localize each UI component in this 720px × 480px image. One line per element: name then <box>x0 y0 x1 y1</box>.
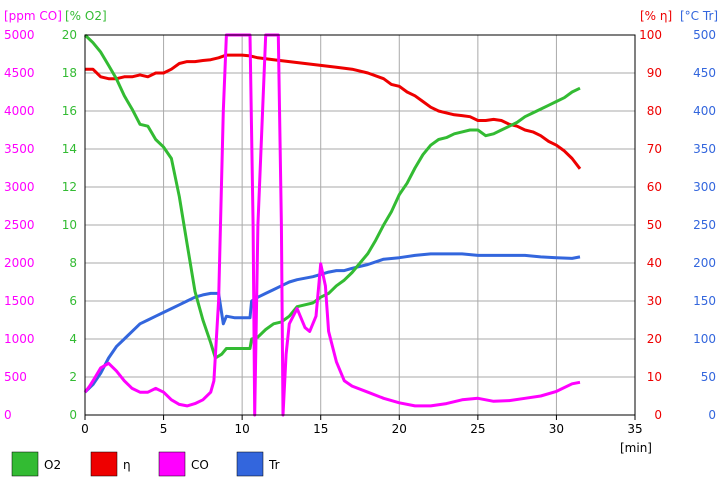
tr-tick-label: 200 <box>693 256 716 270</box>
co-tick-label: 500 <box>4 370 27 384</box>
co-tick-label: 2500 <box>4 218 35 232</box>
co-tick-label: 1500 <box>4 294 35 308</box>
eta-tick-label: 0 <box>654 408 662 422</box>
tr-tick-label: 0 <box>708 408 716 422</box>
tr-tick-label: 250 <box>693 218 716 232</box>
eta-axis-label: [% η] <box>640 9 672 23</box>
co-tick-label: 1000 <box>4 332 35 346</box>
x-tick-label: 15 <box>313 422 328 436</box>
co-tick-label: 4500 <box>4 66 35 80</box>
o2-tick-label: 18 <box>62 66 77 80</box>
o2-axis-label: [% O2] <box>65 9 107 23</box>
x-tick-label: 5 <box>160 422 168 436</box>
legend-label: CO <box>191 458 209 472</box>
x-tick-label: 25 <box>470 422 485 436</box>
series-lines <box>83 33 582 417</box>
legend-swatch <box>90 451 118 477</box>
tr-tick-label: 300 <box>693 180 716 194</box>
legend: O2 η CO Tr <box>11 451 280 477</box>
x-tick-label: 0 <box>81 422 89 436</box>
o2-tick-label: 20 <box>62 28 77 42</box>
eta-tick-label: 30 <box>647 294 662 308</box>
o2-tick-label: 0 <box>69 408 77 422</box>
tr-tick-label: 400 <box>693 104 716 118</box>
tr-tick-label: 50 <box>701 370 716 384</box>
o2-tick-label: 2 <box>69 370 77 384</box>
o2-tick-label: 4 <box>69 332 77 346</box>
legend-item: O2 <box>11 451 61 477</box>
series-line-tr <box>83 252 581 394</box>
legend-swatch <box>158 451 186 477</box>
co-tick-label: 2000 <box>4 256 35 270</box>
o2-tick-label: 16 <box>62 104 77 118</box>
plot-frame <box>84 34 636 416</box>
o2-tick-label: 6 <box>69 294 77 308</box>
eta-tick-label: 80 <box>647 104 662 118</box>
tr-axis-label: [°C Tr] <box>680 9 718 23</box>
legend-label: O2 <box>44 458 61 472</box>
eta-tick-label: 20 <box>647 332 662 346</box>
x-tick-label: 30 <box>549 422 564 436</box>
x-tick-label: 10 <box>235 422 250 436</box>
co-axis-label: [ppm CO] <box>4 9 62 23</box>
grid <box>85 35 635 415</box>
legend-item: η <box>90 451 131 477</box>
eta-tick-label: 10 <box>647 370 662 384</box>
eta-tick-label: 70 <box>647 142 662 156</box>
co-tick-label: 3000 <box>4 180 35 194</box>
tr-tick-label: 150 <box>693 294 716 308</box>
legend-item: Tr <box>236 451 280 477</box>
eta-tick-label: 40 <box>647 256 662 270</box>
o2-tick-label: 8 <box>69 256 77 270</box>
co-tick-label: 5000 <box>4 28 35 42</box>
eta-tick-label: 90 <box>647 66 662 80</box>
x-axis-label: [min] <box>620 441 652 455</box>
tr-tick-label: 350 <box>693 142 716 156</box>
eta-tick-label: 50 <box>647 218 662 232</box>
eta-tick-label: 100 <box>639 28 662 42</box>
legend-label: Tr <box>268 458 280 472</box>
legend-item: CO <box>158 451 209 477</box>
o2-tick-label: 14 <box>62 142 77 156</box>
series-line-o2 <box>83 33 581 360</box>
tr-tick-label: 500 <box>693 28 716 42</box>
x-tick-label: 35 <box>627 422 642 436</box>
x-tick-label: 20 <box>392 422 407 436</box>
co-tick-label: 0 <box>4 408 12 422</box>
tr-tick-label: 450 <box>693 66 716 80</box>
o2-tick-label: 12 <box>62 180 77 194</box>
tr-tick-label: 100 <box>693 332 716 346</box>
legend-label: η <box>123 458 131 472</box>
legend-swatch <box>11 451 39 477</box>
legend-swatch <box>236 451 264 477</box>
co-tick-label: 4000 <box>4 104 35 118</box>
series-line-eta <box>85 53 582 170</box>
o2-tick-label: 10 <box>62 218 77 232</box>
eta-tick-label: 60 <box>647 180 662 194</box>
co-tick-label: 3500 <box>4 142 35 156</box>
